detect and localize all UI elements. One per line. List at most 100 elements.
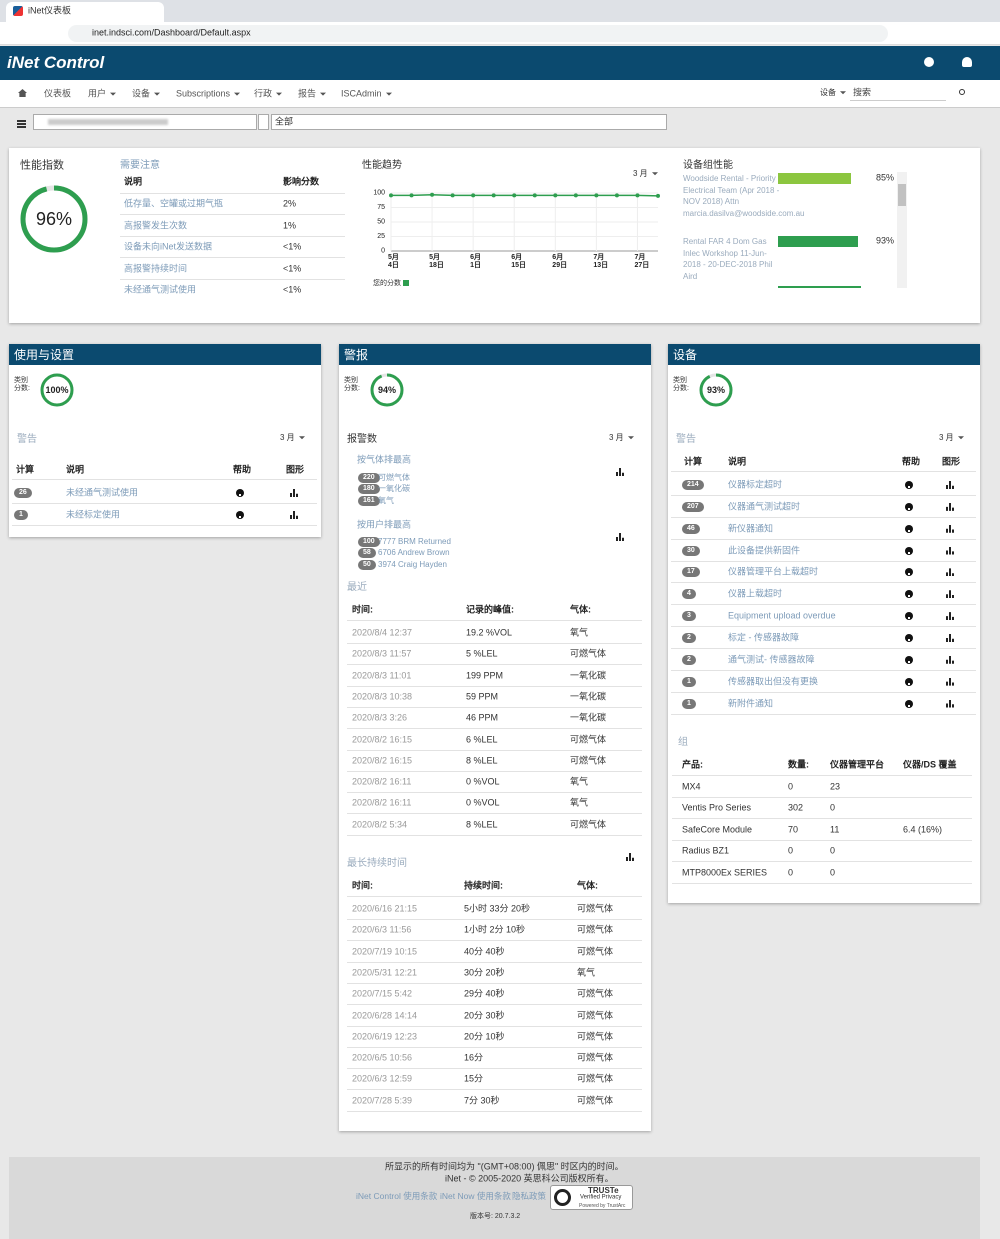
trend-point bbox=[614, 193, 619, 198]
row-separator bbox=[347, 1025, 642, 1027]
row-separator bbox=[12, 525, 317, 526]
x-tick-part: 6月 bbox=[470, 253, 481, 261]
graph-icon[interactable] bbox=[946, 699, 954, 708]
table-cell: 0 bbox=[788, 781, 794, 792]
alert-text[interactable]: 未经标定使用 bbox=[66, 509, 121, 520]
top-item[interactable]: 可燃气体 bbox=[378, 473, 410, 483]
alert-text[interactable]: 未经通气测试使用 bbox=[66, 487, 139, 498]
table-cell: SafeCore Module bbox=[682, 824, 753, 835]
top-item[interactable]: 3974 Craig Hayden bbox=[378, 559, 447, 569]
alert-text[interactable]: Equipment upload overdue bbox=[728, 610, 836, 621]
help-icon[interactable] bbox=[905, 546, 913, 555]
footer-copyright: iNet - © 2005-2020 英思科公司版权所有。 bbox=[445, 1173, 614, 1184]
help-icon[interactable] bbox=[905, 502, 913, 511]
footer-link[interactable]: 隐私政策 bbox=[512, 1190, 547, 1201]
y-tick-label: 75 bbox=[377, 204, 385, 211]
graph-icon[interactable] bbox=[946, 568, 954, 577]
table-cell: 40分 40秒 bbox=[464, 946, 505, 957]
graph-icon[interactable] bbox=[616, 533, 624, 541]
panel-title: 设备 bbox=[673, 347, 698, 362]
x-tick-part: 5月 bbox=[388, 253, 399, 261]
table-cell: 29分 40秒 bbox=[464, 988, 505, 999]
menu-item[interactable]: 设备 bbox=[132, 89, 160, 100]
alert-text[interactable]: 仪器管理平台上载超时 bbox=[728, 566, 819, 577]
table-cell: 20分 10秒 bbox=[464, 1031, 505, 1042]
period[interactable]: 3 月 bbox=[939, 433, 964, 443]
help-icon[interactable] bbox=[905, 481, 913, 489]
graph-icon[interactable] bbox=[946, 612, 954, 621]
table-cell: 199 PPM bbox=[466, 670, 504, 681]
table-cell: 8 %LEL bbox=[466, 819, 498, 830]
alert-text[interactable]: 此设备提供新固件 bbox=[728, 545, 801, 556]
graph-icon[interactable] bbox=[946, 481, 954, 489]
chart-period[interactable]: 3 月 bbox=[633, 169, 658, 179]
alert-text[interactable]: 仪器通气测试超时 bbox=[728, 501, 801, 512]
search-icon bbox=[959, 89, 965, 95]
help-icon[interactable] bbox=[236, 511, 244, 519]
row-separator bbox=[671, 647, 976, 649]
trend-point bbox=[635, 193, 640, 198]
graph-icon[interactable] bbox=[290, 489, 298, 497]
help-icon[interactable] bbox=[905, 568, 913, 577]
alert-text[interactable]: 仪器上载超时 bbox=[728, 588, 783, 599]
alert-text[interactable]: 通气测试- 传感器故障 bbox=[728, 654, 815, 665]
help-icon[interactable] bbox=[905, 677, 913, 686]
top-item[interactable]: 一氧化碳 bbox=[378, 484, 410, 494]
row-separator bbox=[347, 620, 642, 621]
table-cell: 2020/5/31 12:21 bbox=[352, 967, 418, 978]
help-icon[interactable] bbox=[905, 612, 913, 621]
footer-link[interactable]: iNet Now 使用条款 bbox=[440, 1190, 511, 1201]
graph-icon[interactable] bbox=[946, 524, 954, 533]
attention-item[interactable]: 高报警发生次数 bbox=[124, 220, 188, 231]
table-cell: 可燃气体 bbox=[577, 1095, 614, 1106]
sub-title: 按用户排最高 bbox=[357, 519, 412, 530]
graph-icon[interactable] bbox=[946, 590, 954, 599]
graph-icon[interactable] bbox=[616, 468, 624, 476]
period[interactable]: 3 月 bbox=[280, 433, 305, 443]
menu-item[interactable]: ISCAdmin bbox=[341, 89, 392, 100]
menu-item[interactable]: 用户 bbox=[88, 89, 116, 100]
graph-icon[interactable] bbox=[946, 502, 954, 511]
score-label: 类别分数: bbox=[673, 377, 689, 392]
alert-text[interactable]: 传感器取出但没有更换 bbox=[728, 676, 819, 687]
menu-item[interactable]: 报告 bbox=[298, 89, 326, 100]
graph-icon[interactable] bbox=[946, 633, 954, 642]
y-tick-label: 50 bbox=[377, 219, 385, 226]
menu-item[interactable]: Subscriptions bbox=[176, 89, 240, 100]
alert-text[interactable]: 标定 - 传感器故障 bbox=[728, 632, 799, 643]
x-tick-part: 29日 bbox=[552, 261, 567, 269]
graph-icon[interactable] bbox=[626, 853, 634, 861]
top-item[interactable]: 7777 BRM Returned bbox=[378, 537, 451, 547]
help-icon[interactable] bbox=[905, 699, 913, 708]
attention-item[interactable]: 未经通气测试使用 bbox=[124, 284, 197, 295]
table-cell: 7分 30秒 bbox=[464, 1095, 500, 1106]
top-item[interactable]: 氧气 bbox=[378, 495, 394, 505]
help-icon[interactable] bbox=[905, 633, 913, 642]
menu-item[interactable]: 仪表板 bbox=[44, 88, 72, 99]
graph-icon[interactable] bbox=[946, 677, 954, 686]
attention-item[interactable]: 设备未向iNet发送数据 bbox=[124, 241, 213, 252]
help-icon[interactable] bbox=[905, 655, 913, 664]
help-icon[interactable] bbox=[905, 590, 913, 599]
period[interactable]: 3 月 bbox=[609, 433, 634, 443]
table-header: 持续时间: bbox=[464, 880, 503, 891]
gauge-label: 96% bbox=[36, 209, 72, 229]
top-item[interactable]: 6706 Andrew Brown bbox=[378, 548, 450, 558]
attention-item[interactable]: 低存量、空罐或过期气瓶 bbox=[124, 198, 224, 209]
attention-item[interactable]: 高报警持续时间 bbox=[124, 263, 188, 274]
table-cell: 2020/6/3 11:56 bbox=[352, 924, 412, 935]
graph-icon[interactable] bbox=[946, 546, 954, 555]
count-badge: 3 bbox=[682, 611, 696, 622]
footer-link[interactable]: iNet Control 使用条款 bbox=[356, 1190, 438, 1201]
alert-text[interactable]: 新附件通知 bbox=[728, 698, 774, 709]
gauge-arc bbox=[40, 373, 74, 407]
alert-text[interactable]: 仪器标定超时 bbox=[728, 479, 783, 490]
alert-text[interactable]: 新仪器通知 bbox=[728, 523, 774, 534]
table-header: 说明 bbox=[66, 464, 85, 475]
graph-icon[interactable] bbox=[946, 655, 954, 664]
help-icon[interactable] bbox=[905, 524, 913, 533]
graph-icon[interactable] bbox=[290, 511, 298, 519]
search-scope[interactable]: 设备 bbox=[820, 88, 846, 98]
help-icon[interactable] bbox=[236, 489, 244, 497]
menu-item[interactable]: 行政 bbox=[254, 89, 282, 100]
